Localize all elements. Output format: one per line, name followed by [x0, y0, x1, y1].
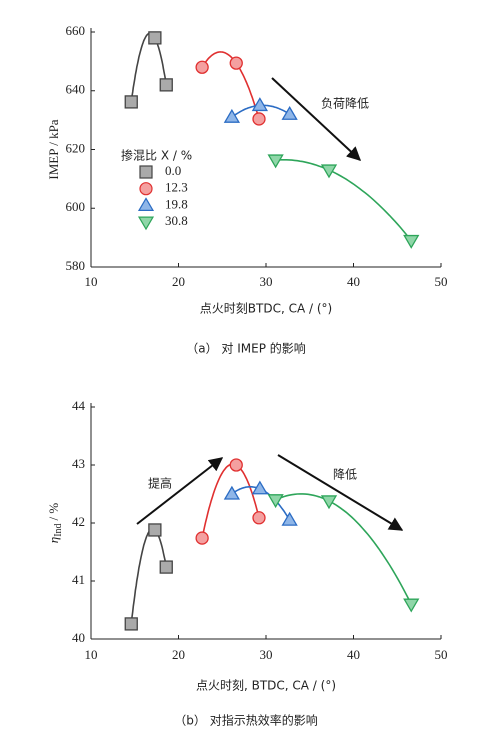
legend-marker — [139, 182, 153, 196]
fit-curve — [130, 528, 168, 624]
x-axis-label: 点火时刻BTDC, CA / (°) — [200, 302, 332, 316]
y-tick-label: 44 — [72, 398, 86, 413]
y-tick-label: 41 — [72, 572, 85, 587]
y-tick-label: 42 — [72, 514, 85, 529]
marker — [159, 560, 173, 574]
fit-curve — [275, 493, 413, 605]
annotation-arrow — [271, 77, 362, 161]
y-tick-label: 580 — [66, 258, 86, 273]
y-label-subscript: Ind — [53, 523, 64, 536]
annotation-arrow — [136, 457, 224, 525]
fit-curve — [201, 51, 260, 120]
marker — [124, 95, 138, 109]
legend-label: 30.8 — [165, 213, 188, 228]
marker — [403, 598, 420, 613]
legend-marker — [137, 197, 155, 211]
x-tick-label: 20 — [172, 647, 185, 662]
x-tick-label: 10 — [85, 274, 98, 289]
x-tick-label: 40 — [347, 647, 360, 662]
y-label-symbol: η — [46, 537, 61, 543]
marker — [320, 164, 338, 179]
marker — [229, 56, 243, 70]
legend-marker — [139, 165, 153, 179]
annotation: 负荷降低 — [321, 97, 369, 111]
marker — [281, 511, 298, 526]
x-tick-label: 50 — [435, 647, 448, 662]
y-tick-label: 600 — [66, 199, 86, 214]
y-tick-label: 640 — [66, 82, 86, 97]
marker — [281, 105, 298, 120]
legend-title: 掺混比 X / % — [121, 148, 192, 163]
y-tick-label: 43 — [72, 456, 85, 471]
marker — [403, 234, 420, 249]
y-axis-label: ηInd / % — [46, 503, 64, 544]
y-tick-label: 40 — [72, 630, 85, 645]
marker — [229, 458, 243, 472]
fit-curve — [275, 159, 412, 242]
x-tick-label: 50 — [435, 274, 448, 289]
y-axis-label: IMEP / kPa — [46, 119, 61, 179]
legend-label: 0.0 — [165, 163, 181, 178]
caption: （a） 对 IMEP 的影响 — [186, 341, 306, 356]
marker — [267, 154, 284, 169]
y-label-unit: / % — [46, 503, 61, 521]
x-tick-label: 20 — [172, 274, 185, 289]
marker — [124, 617, 138, 631]
marker — [148, 523, 162, 537]
legend-marker — [137, 216, 155, 231]
marker — [195, 60, 209, 74]
marker — [320, 495, 338, 510]
annotation-arrow — [277, 454, 404, 531]
caption: （b） 对指示热效率的影响 — [174, 713, 317, 728]
x-axis-label: 点火时刻, BTDC, CA / (°) — [196, 679, 336, 693]
marker — [159, 78, 173, 92]
marker — [223, 485, 241, 500]
y-tick-label: 660 — [66, 23, 86, 38]
marker — [223, 108, 241, 123]
marker — [251, 97, 269, 112]
x-tick-label: 10 — [85, 647, 98, 662]
marker — [148, 31, 162, 45]
x-tick-label: 40 — [347, 274, 360, 289]
y-tick-label: 620 — [66, 140, 86, 155]
marker — [252, 112, 266, 126]
annotation: 提高 — [148, 476, 172, 491]
annotation: 降低 — [333, 468, 357, 482]
marker — [267, 494, 284, 509]
marker — [252, 511, 266, 525]
x-tick-label: 30 — [260, 647, 273, 662]
marker — [195, 531, 209, 545]
x-tick-label: 30 — [260, 274, 273, 289]
fit-curve — [201, 463, 260, 539]
marker — [251, 480, 269, 495]
legend-label: 19.8 — [165, 196, 188, 211]
legend-label: 12.3 — [165, 180, 188, 195]
